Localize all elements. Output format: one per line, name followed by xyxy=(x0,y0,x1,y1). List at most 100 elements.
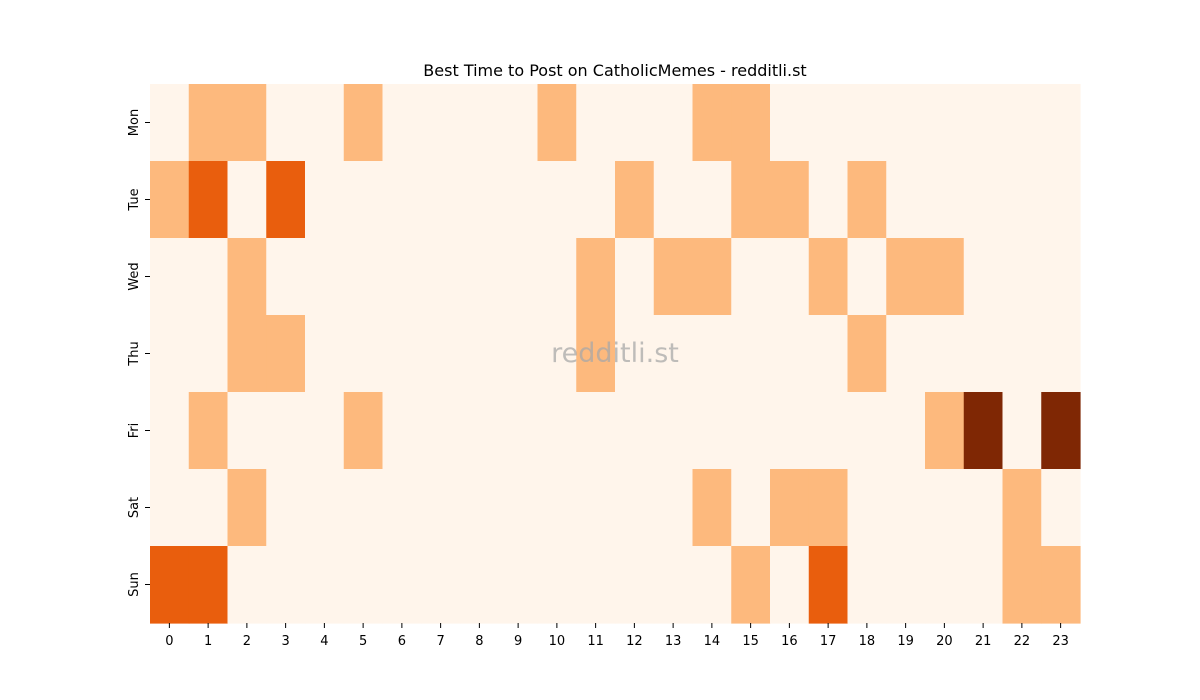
y-tick-label: Sun xyxy=(127,572,142,597)
x-tick-label: 23 xyxy=(1052,634,1069,649)
heatmap-cell-thu-1 xyxy=(188,315,229,393)
heatmap-cell-thu-6 xyxy=(382,315,422,393)
x-tick-label: 21 xyxy=(975,634,992,649)
x-axis-ticks: 0 1 2 3 4 5 6 7 8 9 10 11 12 13 14 15 16 17 18 19 20 21 22 23 xyxy=(165,623,1069,649)
heatmap-cell-sat-14 xyxy=(692,469,732,547)
heatmap-cell-wed-10 xyxy=(537,238,577,316)
x-tick-label: 5 xyxy=(359,634,367,649)
y-tick-label: Fri xyxy=(127,423,142,439)
heatmap-cell-mon-19 xyxy=(886,84,926,162)
heatmap-cell-sun-22 xyxy=(1002,546,1042,624)
heatmap-cell-sun-9 xyxy=(498,546,539,624)
heatmap-cell-fri-14 xyxy=(692,392,732,470)
heatmap-cell-fri-2 xyxy=(227,392,267,470)
x-tick-label: 12 xyxy=(626,634,643,649)
heatmap-cell-tue-6 xyxy=(382,161,422,239)
heatmap-cell-thu-21 xyxy=(963,315,1004,393)
heatmap-cell-sun-14 xyxy=(692,546,732,624)
heatmap-cell-thu-11 xyxy=(576,315,616,393)
x-tick-label: 15 xyxy=(742,634,759,649)
x-tick-label: 14 xyxy=(704,634,721,649)
heatmap-cell-mon-8 xyxy=(460,84,500,162)
heatmap-cell-sat-22 xyxy=(1002,469,1042,547)
heatmap-cell-mon-0 xyxy=(150,84,190,162)
x-tick-label: 0 xyxy=(165,634,173,649)
heatmap-cell-mon-22 xyxy=(1002,84,1042,162)
heatmap-cell-fri-3 xyxy=(266,392,306,470)
heatmap-cell-tue-14 xyxy=(692,161,732,239)
heatmap-cell-wed-7 xyxy=(421,238,461,316)
heatmap-cell-fri-8 xyxy=(460,392,500,470)
heatmap-cell-thu-7 xyxy=(421,315,461,393)
heatmap-cell-fri-1 xyxy=(188,392,229,470)
heatmap-cell-sat-21 xyxy=(963,469,1004,547)
heatmap-cell-fri-0 xyxy=(150,392,190,470)
heatmap-cell-mon-18 xyxy=(847,84,887,162)
heatmap-cell-tue-10 xyxy=(537,161,577,239)
heatmap-cell-sat-0 xyxy=(150,469,190,547)
heatmap-cell-tue-16 xyxy=(770,161,810,239)
heatmap-cell-sun-12 xyxy=(615,546,655,624)
heatmap-cell-thu-20 xyxy=(925,315,965,393)
heatmap-cell-sun-17 xyxy=(808,546,849,624)
x-tick-label: 10 xyxy=(549,634,566,649)
heatmap-cell-mon-17 xyxy=(808,84,849,162)
x-tick-label: 17 xyxy=(820,634,837,649)
heatmap-cell-mon-15 xyxy=(731,84,771,162)
heatmap-cell-mon-7 xyxy=(421,84,461,162)
x-tick-label: 6 xyxy=(398,634,406,649)
heatmap-cell-fri-5 xyxy=(343,392,384,470)
heatmap-cell-thu-8 xyxy=(460,315,500,393)
x-tick-label: 16 xyxy=(781,634,798,649)
heatmap-cell-fri-21 xyxy=(963,392,1004,470)
heatmap-cell-sun-13 xyxy=(653,546,694,624)
heatmap-cell-wed-17 xyxy=(808,238,849,316)
x-tick-label: 4 xyxy=(320,634,328,649)
watermark-text: redditli.st xyxy=(551,338,679,369)
heatmap-cell-sat-20 xyxy=(925,469,965,547)
heatmap-cell-thu-22 xyxy=(1002,315,1042,393)
heatmap-cell-tue-1 xyxy=(188,161,229,239)
heatmap-cell-thu-5 xyxy=(343,315,384,393)
heatmap-cell-tue-2 xyxy=(227,161,267,239)
heatmap-cell-fri-20 xyxy=(925,392,965,470)
heatmap-cell-wed-5 xyxy=(343,238,384,316)
heatmap-cell-mon-20 xyxy=(925,84,965,162)
heatmap-cell-thu-13 xyxy=(653,315,694,393)
heatmap-cell-thu-17 xyxy=(808,315,849,393)
heatmap-cell-tue-11 xyxy=(576,161,616,239)
heatmap-cell-thu-0 xyxy=(150,315,190,393)
heatmap-cell-mon-1 xyxy=(188,84,229,162)
heatmap-cell-fri-7 xyxy=(421,392,461,470)
heatmap-cell-sun-20 xyxy=(925,546,965,624)
heatmap-cell-tue-8 xyxy=(460,161,500,239)
heatmap-cell-fri-23 xyxy=(1041,392,1081,470)
heatmap-cell-thu-16 xyxy=(770,315,810,393)
heatmap-cell-tue-0 xyxy=(150,161,190,239)
heatmap-cell-sun-10 xyxy=(537,546,577,624)
heatmap-cell-mon-2 xyxy=(227,84,267,162)
heatmap-cell-mon-5 xyxy=(343,84,384,162)
heatmap-cell-sat-10 xyxy=(537,469,577,547)
heatmap-cell-fri-15 xyxy=(731,392,771,470)
heatmap-cell-wed-21 xyxy=(963,238,1004,316)
x-tick-label: 22 xyxy=(1014,634,1031,649)
heatmap-cell-mon-10 xyxy=(537,84,577,162)
x-tick-label: 9 xyxy=(514,634,522,649)
heatmap-cell-wed-3 xyxy=(266,238,306,316)
heatmap-cell-thu-4 xyxy=(305,315,345,393)
heatmap-cell-sat-11 xyxy=(576,469,616,547)
heatmap-cell-sun-2 xyxy=(227,546,267,624)
heatmap-cell-sat-12 xyxy=(615,469,655,547)
heatmap-cell-mon-16 xyxy=(770,84,810,162)
heatmap-cell-thu-19 xyxy=(886,315,926,393)
x-tick-label: 19 xyxy=(897,634,914,649)
heatmap-cell-fri-10 xyxy=(537,392,577,470)
heatmap-cell-tue-3 xyxy=(266,161,306,239)
heatmap-cell-fri-9 xyxy=(498,392,539,470)
y-tick-label: Tue xyxy=(127,188,142,211)
heatmap-cell-wed-1 xyxy=(188,238,229,316)
heatmap-cell-wed-23 xyxy=(1041,238,1081,316)
heatmap-cell-sun-0 xyxy=(150,546,190,624)
heatmap-cell-wed-20 xyxy=(925,238,965,316)
